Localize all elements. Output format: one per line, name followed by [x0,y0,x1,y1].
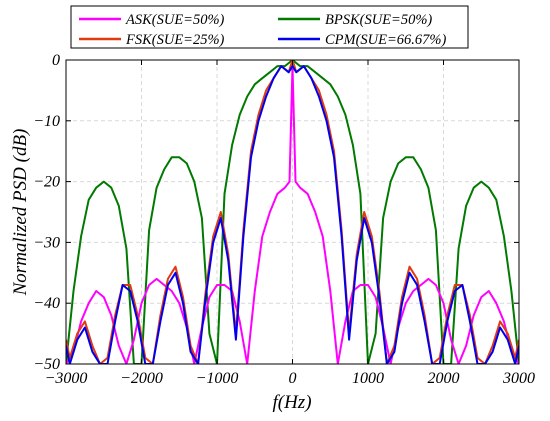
y-tick-label: −30 [33,234,60,251]
axis-ticks: −3000 −2000 −1000 0 1000 2000 3000 0 −10 −20 −30 −4… [33,52,535,387]
legend-label-cpm: CPM(SUE=66.67%) [325,32,447,48]
y-tick-label: −40 [33,295,60,312]
y-tick-label: −20 [33,174,60,191]
legend: ASK(SUE=50%) BPSK(SUE=50%) FSK(SUE=25%) CPM… [70,5,469,49]
legend-box [70,5,469,49]
x-tick-label: 2000 [428,370,460,387]
series-line-fsk [66,60,519,364]
y-tick-label: −50 [33,356,60,373]
x-tick-label: 3000 [502,370,535,387]
series-layer [66,60,519,364]
legend-label-ask: ASK(SUE=50%) [125,12,225,28]
legend-label-fsk: FSK(SUE=25%) [125,32,225,48]
grid [65,59,520,365]
x-axis-title: f(Hz) [272,392,311,413]
x-tick-label: −3000 [45,370,88,387]
x-tick-label: −2000 [120,370,163,387]
y-tick-label: −10 [33,113,60,130]
x-tick-label: 0 [289,370,297,387]
legend-label-bpsk: BPSK(SUE=50%) [325,12,432,28]
y-axis-title: Normalized PSD (dB) [10,129,31,297]
series-line-cpm [66,65,519,364]
x-tick-label: 1000 [352,370,384,387]
y-tick-label: 0 [52,52,60,69]
x-tick-label: −1000 [196,370,239,387]
